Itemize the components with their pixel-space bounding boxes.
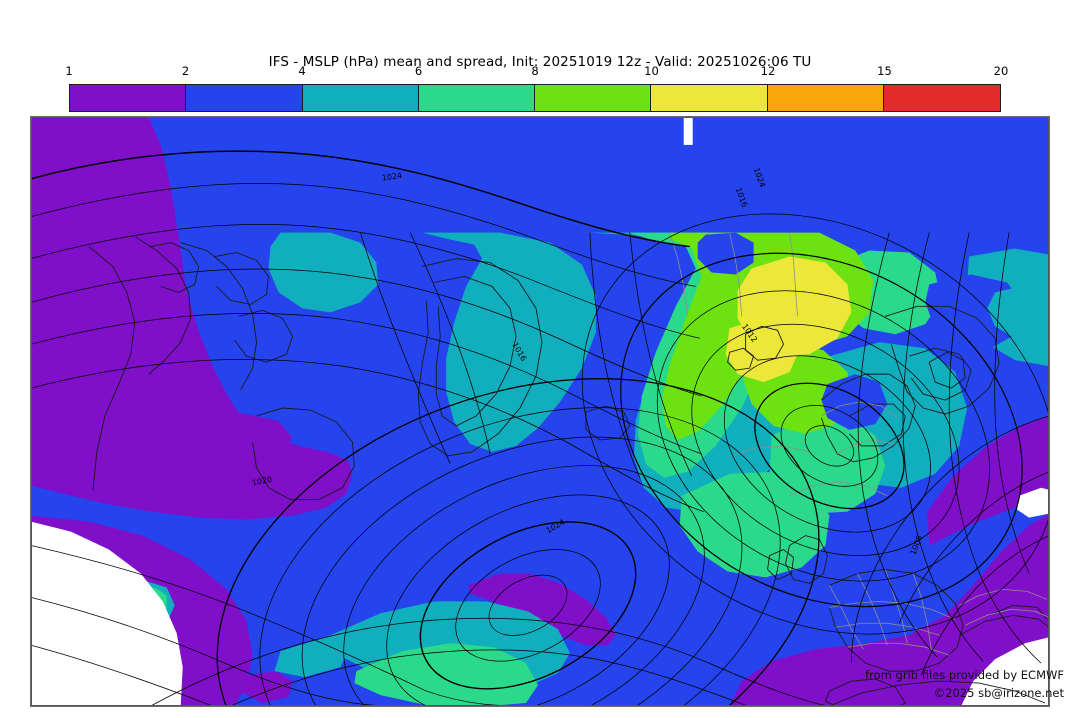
colorbar-tick-6: 6 <box>414 64 423 78</box>
colorbar-tick-4: 4 <box>298 64 306 78</box>
spread-band-4-6-left-band <box>274 635 349 678</box>
spread-band-6-8-se <box>679 471 830 578</box>
svg-text:1020: 1020 <box>251 475 273 488</box>
spread-band-10-12-tail <box>725 318 800 383</box>
spread-band-1-2-west-lobe <box>178 411 293 460</box>
colorbar-segment-12-15 <box>767 85 884 111</box>
colorbar-segment-15-20 <box>883 85 1000 111</box>
spread-pocket-4-6-east <box>987 284 1049 343</box>
no-data-region-southeast <box>961 637 1049 706</box>
no-data-region-southwest-2 <box>31 545 129 706</box>
pole-notch-marker <box>683 117 693 145</box>
spread-band-1-2-bottom-centre <box>242 671 293 704</box>
colorbar-segment-2-4 <box>186 85 303 111</box>
colorbar-tick-labels: 1 2 4 6 8 10 12 15 20 <box>65 64 1008 82</box>
country-borders <box>669 232 1049 656</box>
colorbar-tick-8: 8 <box>531 64 539 78</box>
colorbar-tick-20: 20 <box>993 64 1009 78</box>
svg-text:1024: 1024 <box>381 171 402 183</box>
colorbar-tick-15: 15 <box>877 64 892 78</box>
no-data-region-east-notch <box>1017 487 1049 518</box>
spread-band-1-2-balkans <box>927 415 1049 546</box>
colorbar-segment-4-6 <box>302 85 419 111</box>
colorbar-segment-6-8 <box>418 85 535 111</box>
map-svg: 1024 1024 1016 1024 1016 1008 1020 1012 <box>31 117 1049 706</box>
spread-band-1-2-south-europe <box>729 513 1049 706</box>
colorbar-tick-12: 12 <box>760 64 776 78</box>
spread-band-6-8-sw-band <box>354 643 539 706</box>
colorbar-segment-10-12 <box>651 85 768 111</box>
credit-source: from grib files provided by ECMWF <box>865 668 1064 682</box>
colorbar-segment-8-10 <box>535 85 652 111</box>
mslp-contours <box>31 150 1049 706</box>
colorbar: 1 2 4 6 8 10 12 15 20 <box>65 64 1008 112</box>
colorbar-tick-2: 2 <box>181 64 190 78</box>
credit-copyright: ©2025 sb@irizone.net <box>933 686 1064 700</box>
map-canvas[interactable]: 1024 1024 1016 1024 1016 1008 1020 1012 <box>30 116 1050 707</box>
colorbar-tick-10: 10 <box>644 64 659 78</box>
colorbar-gradient <box>69 84 1001 112</box>
spread-band-1-2-west <box>31 117 353 520</box>
map-frame <box>31 117 1049 706</box>
colorbar-segment-1-2 <box>70 85 187 111</box>
page-title: IFS - MSLP (hPa) mean and spread, Init: … <box>268 54 812 70</box>
colorbar-tick-1: 1 <box>65 64 73 78</box>
